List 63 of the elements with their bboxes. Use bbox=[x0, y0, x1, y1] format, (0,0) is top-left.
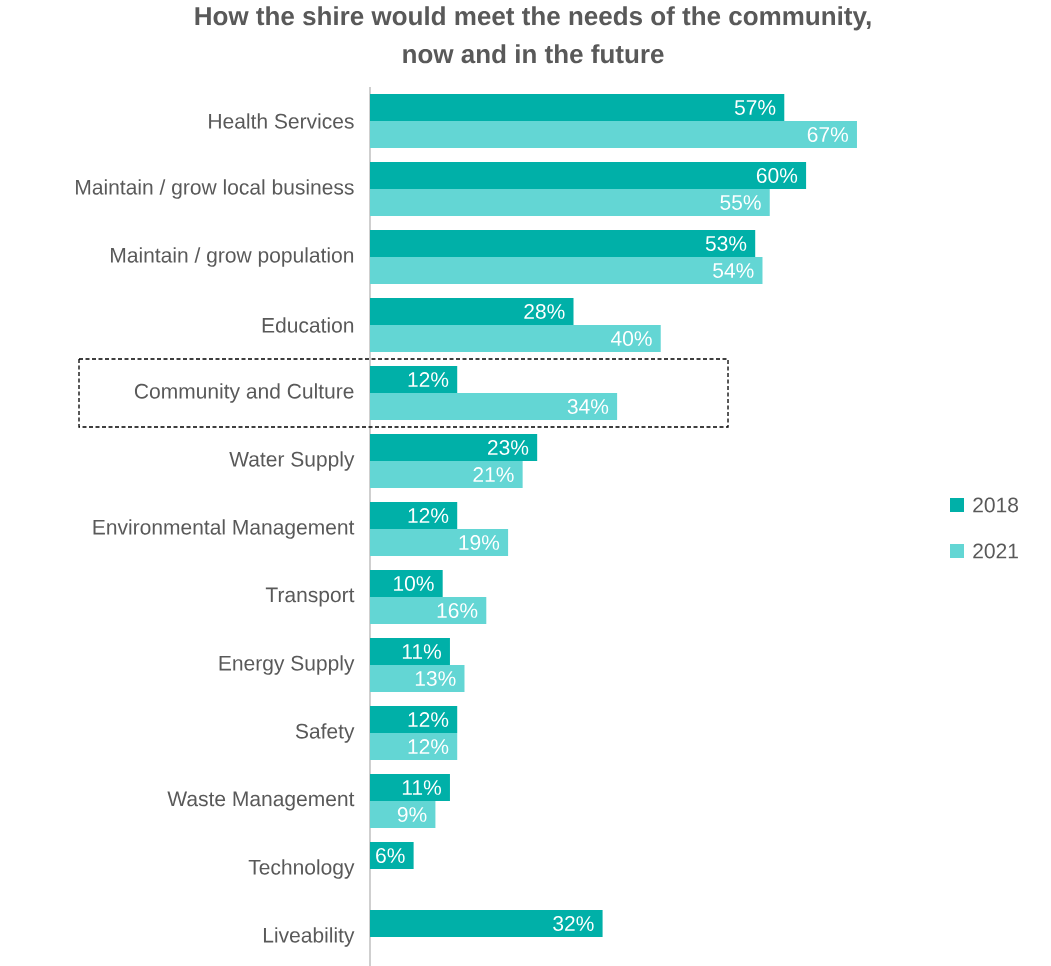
bar bbox=[370, 570, 443, 598]
bar bbox=[370, 774, 450, 802]
data-label: 54% bbox=[713, 263, 754, 278]
bar bbox=[370, 393, 618, 421]
data-label: 67% bbox=[807, 127, 849, 142]
y-tick-label: Water Supply bbox=[229, 451, 355, 471]
bar bbox=[370, 298, 574, 326]
bar bbox=[370, 706, 458, 734]
legend-label: 2021 bbox=[973, 543, 1018, 559]
bar bbox=[370, 665, 465, 693]
data-label: 11% bbox=[402, 780, 441, 795]
data-label: 12% bbox=[408, 712, 449, 727]
y-tick-label: Technology bbox=[248, 859, 355, 879]
data-label: 13% bbox=[415, 671, 456, 686]
y-tick-label: Maintain / grow local business bbox=[76, 179, 354, 199]
bar bbox=[370, 910, 603, 938]
data-label: 12% bbox=[408, 372, 449, 387]
data-label: 28% bbox=[524, 304, 565, 319]
y-tick-label: Safety bbox=[295, 723, 355, 743]
data-label: 40% bbox=[610, 331, 652, 346]
data-label: 34% bbox=[567, 399, 609, 414]
y-tick-label: Energy Supply bbox=[219, 655, 355, 675]
bar bbox=[370, 461, 523, 489]
bar bbox=[370, 502, 458, 530]
y-tick-label: Health Services bbox=[209, 113, 354, 129]
data-label: 6% bbox=[376, 848, 405, 863]
legend-label: 2018 bbox=[973, 497, 1018, 513]
bar bbox=[370, 94, 785, 122]
y-tick-label: Education bbox=[262, 317, 354, 333]
data-label: 12% bbox=[408, 739, 449, 754]
data-label: 57% bbox=[734, 100, 776, 115]
bar bbox=[370, 801, 436, 829]
bar bbox=[370, 230, 756, 258]
data-label: 19% bbox=[459, 535, 500, 550]
data-label: 10% bbox=[394, 576, 434, 591]
y-tick-label: Community and Culture bbox=[134, 383, 354, 403]
chart-title: How the shire would meet the needs of the community, now and in the future bbox=[195, 6, 871, 64]
data-label: 23% bbox=[487, 440, 529, 455]
bar bbox=[370, 529, 509, 557]
bar bbox=[370, 257, 763, 285]
y-tick-label: Maintain / grow population bbox=[111, 247, 354, 267]
bar bbox=[370, 121, 857, 149]
y-tick-label: Environmental Management bbox=[93, 519, 355, 539]
data-label: 9% bbox=[397, 807, 427, 822]
bar bbox=[370, 189, 770, 217]
y-tick-label: Waste Management bbox=[167, 791, 355, 811]
data-label: 11% bbox=[402, 644, 441, 659]
bar bbox=[370, 597, 487, 625]
bar bbox=[370, 434, 538, 462]
bar bbox=[370, 733, 458, 761]
bar bbox=[370, 162, 807, 190]
data-label: 12% bbox=[408, 508, 449, 523]
bar bbox=[370, 325, 661, 353]
bar bbox=[370, 366, 458, 394]
data-label: 60% bbox=[756, 168, 798, 183]
bar bbox=[370, 638, 450, 666]
data-label: 55% bbox=[720, 195, 761, 210]
data-label: 32% bbox=[553, 916, 594, 931]
data-label: 16% bbox=[437, 603, 478, 618]
y-tick-label: Transport bbox=[265, 587, 355, 607]
y-tick-label: Liveability bbox=[263, 927, 355, 947]
data-label: 53% bbox=[705, 236, 747, 251]
data-label: 21% bbox=[473, 467, 514, 482]
